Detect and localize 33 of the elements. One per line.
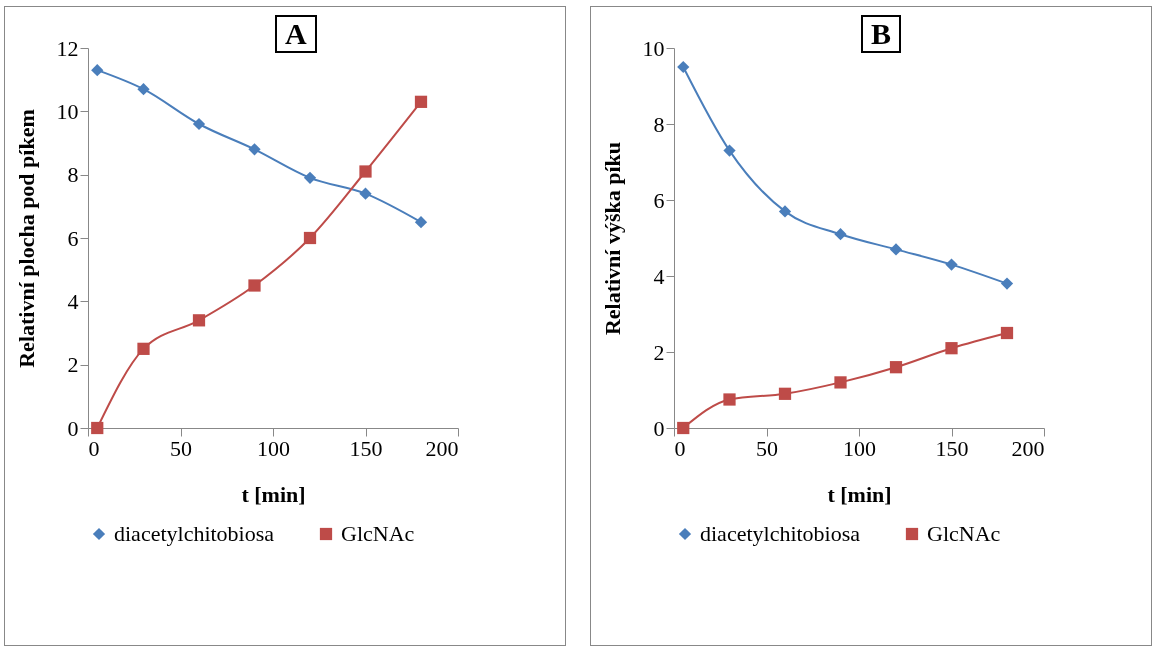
y-tick-label: 0 — [67, 415, 79, 441]
y-tick-label: 6 — [67, 225, 79, 251]
x-tick-label: 50 — [170, 435, 192, 461]
y-tick-label: 2 — [67, 352, 79, 378]
legend-label: diacetylchitobiosa — [700, 521, 861, 546]
annotation: A — [275, 15, 317, 53]
x-tick-label: 100 — [257, 435, 290, 461]
y-tick-label: 0 — [653, 415, 665, 441]
y-tick-label: 10 — [56, 98, 79, 124]
y-axis-title: Relativní plocha pod píkem — [13, 109, 39, 368]
x-tick-label: 200 — [1011, 435, 1045, 461]
x-tick-label: 150 — [935, 435, 969, 461]
y-tick-label: 8 — [653, 111, 665, 137]
y-axis-title: Relativní výška píku — [599, 141, 625, 336]
x-tick-label: 50 — [756, 435, 778, 461]
x-axis-title: t [min] — [827, 481, 892, 507]
x-tick-label: 150 — [349, 435, 383, 461]
legend-label: GlcNAc — [927, 521, 1001, 546]
y-tick-label: 12 — [56, 35, 79, 61]
y-tick-label: 10 — [642, 35, 665, 61]
annotation: B — [861, 15, 902, 53]
x-tick-label: 0 — [88, 435, 100, 461]
x-tick-label: 0 — [674, 435, 686, 461]
legend-label: GlcNAc — [341, 521, 415, 546]
y-tick-label: 4 — [653, 263, 665, 289]
x-tick-label: 200 — [425, 435, 459, 461]
y-tick-label: 2 — [653, 339, 665, 365]
y-tick-label: 8 — [67, 162, 79, 188]
x-tick-label: 100 — [843, 435, 876, 461]
legend-label: diacetylchitobiosa — [114, 521, 275, 546]
y-tick-label: 6 — [653, 187, 665, 213]
x-axis-title: t [min] — [241, 481, 306, 507]
y-tick-label: 4 — [67, 288, 79, 314]
